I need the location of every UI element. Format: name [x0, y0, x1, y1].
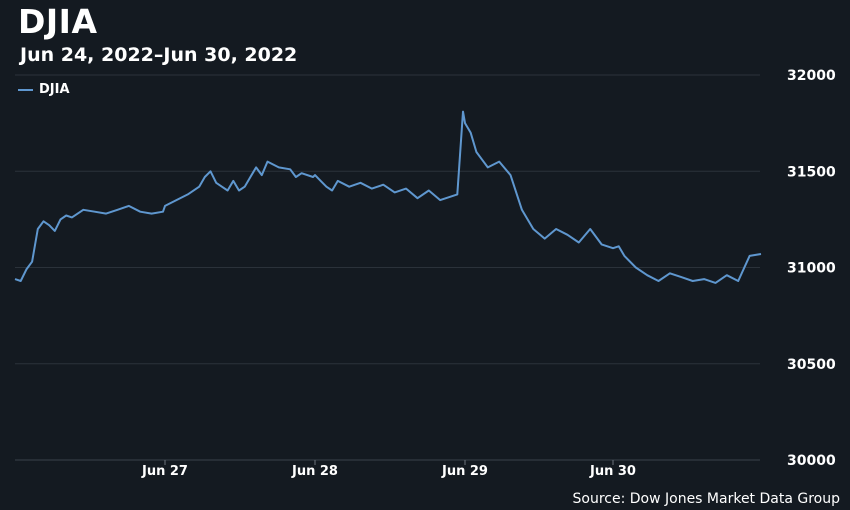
x-tick-label: Jun 30	[589, 464, 636, 479]
y-tick-label: 31500	[787, 164, 836, 180]
x-tick-label: Jun 28	[291, 464, 338, 479]
y-tick-label: 30500	[787, 357, 836, 373]
y-axis-ticks: 30000 30500 31000 31500 32000	[787, 68, 836, 469]
chart-subtitle: Jun 24, 2022–Jun 30, 2022	[20, 44, 298, 66]
y-tick-label: 32000	[787, 68, 836, 84]
y-tick-label: 30000	[787, 453, 836, 469]
gridlines	[15, 74, 760, 365]
legend: DJIA	[18, 82, 70, 97]
x-tick-label: Jun 29	[441, 464, 488, 479]
legend-swatch	[18, 88, 33, 91]
chart-title: DJIA	[18, 2, 98, 41]
series-layer	[14, 110, 762, 284]
x-tick-label: Jun 27	[141, 464, 188, 479]
series-line-djia	[14, 110, 762, 284]
y-tick-label: 31000	[787, 261, 836, 277]
legend-label-djia: DJIA	[39, 82, 70, 97]
source-note: Source: Dow Jones Market Data Group	[572, 491, 841, 507]
x-axis-ticks: Jun 27 Jun 28 Jun 29 Jun 30	[141, 460, 636, 479]
